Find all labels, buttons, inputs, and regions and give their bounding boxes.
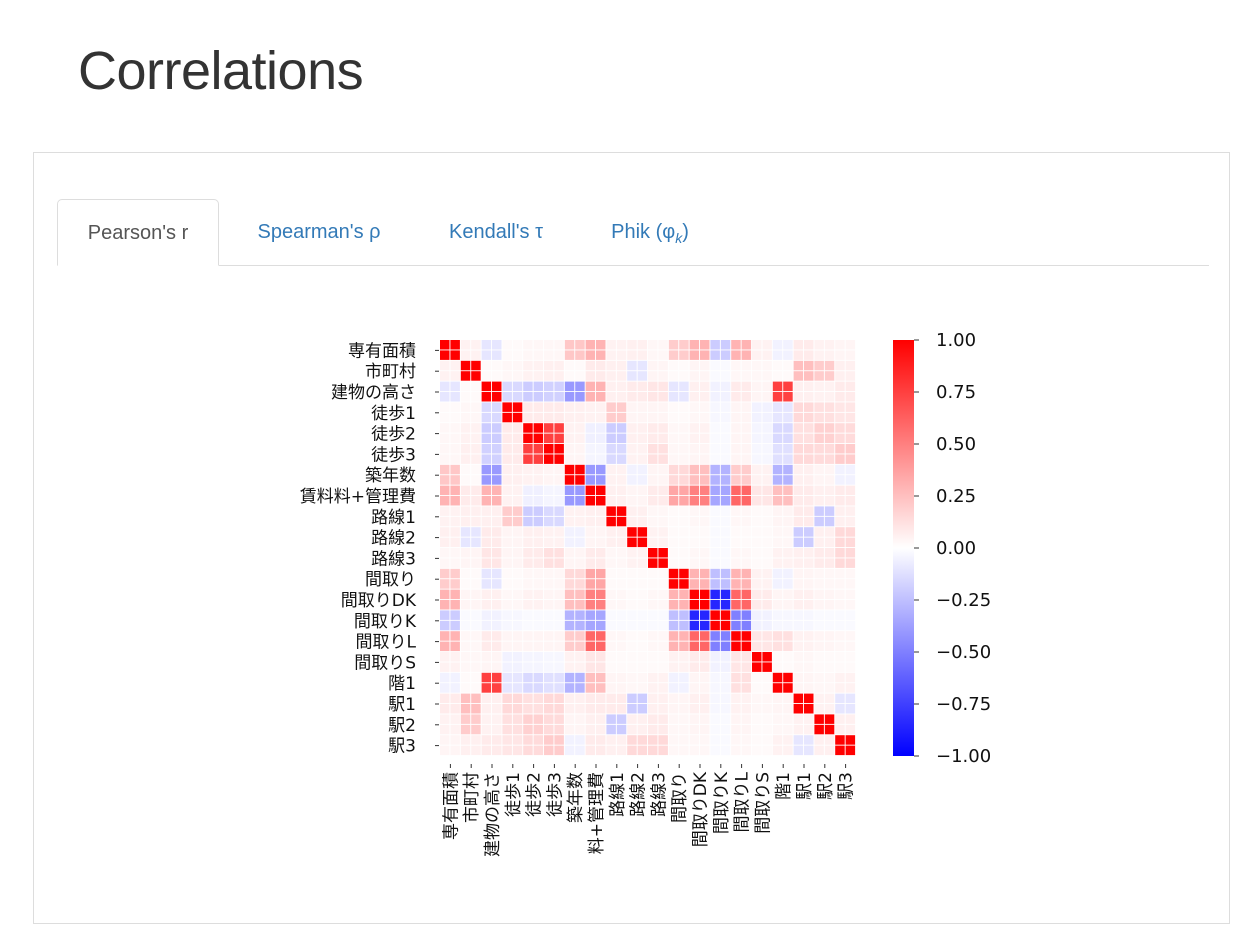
correlations-panel: Pearson's r Spearman's ρ Kendall's τ Phi… [33,152,1230,924]
correlation-tabs: Pearson's r Spearman's ρ Kendall's τ Phi… [57,199,1209,266]
page-title: Correlations [78,41,364,101]
tab-spearman-label: Spearman's ρ [257,221,381,243]
tab-pearson-label: Pearson's r [87,222,189,244]
tab-phik-label: Phik (φ [611,221,676,243]
tab-pearson[interactable]: Pearson's r [57,199,219,266]
tab-spearman[interactable]: Spearman's ρ [229,199,409,265]
tab-phik-suffix: ) [682,221,689,243]
tab-phik-subscript: k [675,230,683,246]
tab-phik[interactable]: Phik (φk) [585,199,715,265]
tab-kendall[interactable]: Kendall's τ [421,199,571,265]
tab-kendall-label: Kendall's τ [449,221,543,243]
